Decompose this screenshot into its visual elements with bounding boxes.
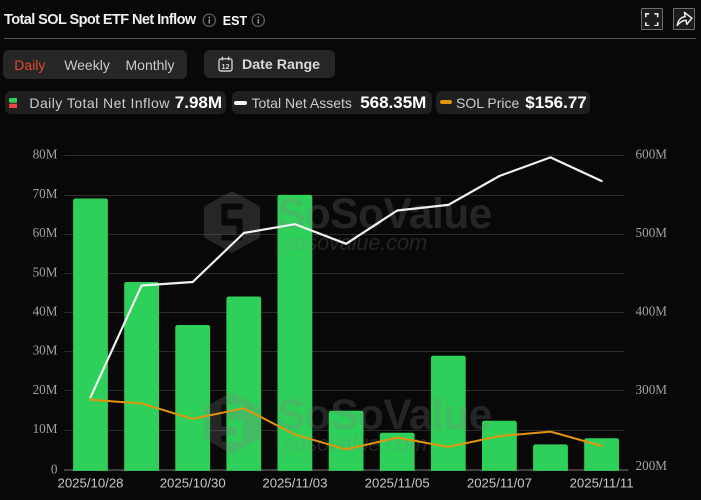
svg-text:600M: 600M (636, 147, 668, 162)
svg-text:2025/11/11: 2025/11/11 (570, 476, 634, 491)
svg-text:60M: 60M (33, 225, 58, 240)
svg-text:80M: 80M (33, 147, 58, 162)
svg-text:30M: 30M (33, 343, 58, 358)
svg-text:2025/10/28: 2025/10/28 (57, 476, 123, 491)
svg-text:70M: 70M (33, 186, 58, 201)
svg-text:50M: 50M (33, 264, 58, 279)
svg-text:400M: 400M (636, 304, 668, 319)
svg-text:12: 12 (221, 62, 229, 71)
svg-text:200M: 200M (636, 458, 668, 473)
svg-text:40M: 40M (33, 304, 58, 319)
svg-text:2025/11/03: 2025/11/03 (262, 476, 327, 491)
svg-text:2025/11/05: 2025/11/05 (365, 476, 430, 491)
svg-text:20M: 20M (33, 382, 58, 397)
svg-text:0: 0 (51, 461, 58, 476)
svg-text:300M: 300M (636, 382, 668, 397)
svg-text:500M: 500M (636, 225, 668, 240)
svg-text:10M: 10M (33, 421, 58, 436)
svg-text:2025/11/07: 2025/11/07 (467, 476, 532, 491)
svg-text:2025/10/30: 2025/10/30 (160, 476, 226, 491)
